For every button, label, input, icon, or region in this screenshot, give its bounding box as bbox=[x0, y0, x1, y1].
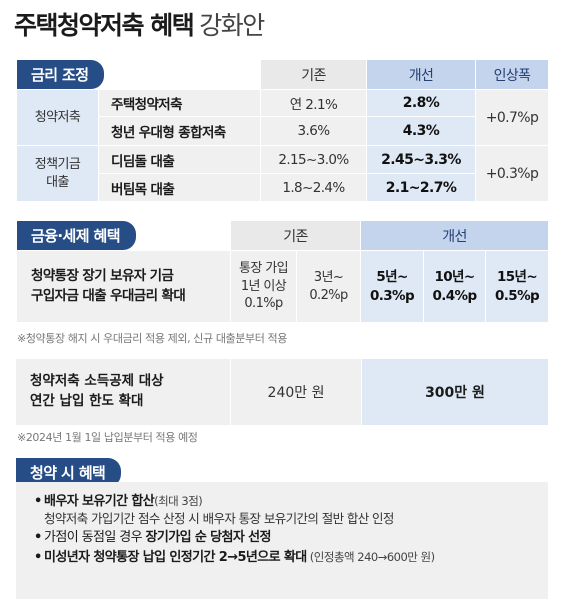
header-new: 개선 bbox=[359, 220, 550, 251]
tier-line: 15년~ bbox=[496, 268, 538, 285]
section1-badge-cell: 금리 조정 bbox=[16, 59, 261, 90]
list-item: • 가점이 동점일 경우 장기가입 순 당첨자 선정 bbox=[34, 530, 536, 547]
category-cell: 청약저축 bbox=[16, 89, 99, 146]
table-row: 버팀목 대출 1.8~2.4% 2.1~2.7% bbox=[17, 173, 549, 202]
interest-rate-table: 금리 조정 기존 개선 인상폭 청약저축 주택청약저축 연 2.1% 2.8% … bbox=[16, 59, 549, 202]
table-row: 청년 우대형 종합저축 3.6% 4.3% bbox=[17, 116, 549, 146]
tier-value: 0.2%p bbox=[309, 287, 348, 303]
deduction-new: 300만 원 bbox=[362, 359, 548, 425]
title-main: 주택청약저축 혜택 bbox=[14, 11, 195, 40]
bullet-bold: 미성년자 청약통장 납입 인정기간 2→5년으로 확대 bbox=[44, 550, 307, 566]
row-name: 디딤돌 대출 bbox=[98, 145, 261, 174]
old-value: 2.15~3.0% bbox=[260, 145, 367, 174]
new-value: 2.8% bbox=[366, 89, 476, 117]
loan-preference-table: 금융·세제 혜택 기존 개선 청약통장 장기 보유자 기금 구입자금 대출 우대… bbox=[16, 220, 550, 323]
benefit-name: 청약통장 장기 보유자 기금 구입자금 대출 우대금리 확대 bbox=[16, 250, 231, 323]
section2-badge: 금융·세제 혜택 bbox=[17, 221, 136, 250]
category-cell: 정책기금 대출 bbox=[16, 145, 99, 202]
tier-line: 3년~ bbox=[313, 269, 344, 285]
row-name: 버팀목 대출 bbox=[98, 173, 261, 202]
footnote: ※2024년 1월 1일 납입분부터 적용 예정 bbox=[17, 431, 198, 444]
old-tier: 3년~ 0.2%p bbox=[296, 250, 361, 323]
bullet-detail: 청약저축 가입기간 점수 산정 시 배우자 통장 보유기간의 절반 합산 인정 bbox=[44, 510, 394, 526]
header-old: 기존 bbox=[230, 220, 361, 251]
new-value: 4.3% bbox=[366, 116, 476, 146]
row-name: 주택청약저축 bbox=[98, 89, 261, 117]
table-row: 청약저축 주택청약저축 연 2.1% 2.8% +0.7%p bbox=[16, 89, 549, 146]
new-tier: 15년~ 0.5%p bbox=[484, 250, 550, 323]
increase-value: +0.7%p bbox=[475, 89, 549, 146]
bullet-note: (인정총액 240→600만 원) bbox=[306, 550, 435, 565]
tier-value: 0.1%p bbox=[244, 296, 283, 312]
category-line: 정책기금 bbox=[34, 156, 81, 172]
tier-line: 5년~ bbox=[376, 268, 408, 285]
new-tier: 10년~ 0.4%p bbox=[423, 250, 486, 323]
tier-value: 0.4%p bbox=[432, 287, 477, 304]
category-line: 대출 bbox=[46, 174, 69, 190]
deduction-line: 연간 납입 한도 확대 bbox=[30, 393, 144, 409]
page-title: 주택청약저축 혜택 강화안 bbox=[14, 6, 265, 46]
deduction-line: 청약저축 소득공제 대상 bbox=[30, 373, 164, 390]
section2-badge-cell: 금융·세제 혜택 bbox=[16, 220, 231, 251]
benefits-panel: • 배우자 보유기간 합산(최대 3점) 청약저축 가입기간 점수 산정 시 배… bbox=[16, 482, 548, 599]
bullet-bold: 배우자 보유기간 합산 bbox=[44, 494, 155, 509]
header-new: 개선 bbox=[366, 59, 476, 90]
deduction-name: 청약저축 소득공제 대상 연간 납입 한도 확대 bbox=[16, 359, 230, 425]
tier-value: 0.5%p bbox=[494, 287, 540, 304]
tier-line: 통장 가입 bbox=[239, 261, 289, 277]
bullet-bold: 장기가입 순 당첨자 선정 bbox=[145, 530, 271, 546]
tier-line: 1년 이상 bbox=[240, 278, 287, 294]
header-old: 기존 bbox=[260, 59, 367, 90]
old-value: 1.8~2.4% bbox=[260, 173, 367, 202]
header-increase: 인상폭 bbox=[475, 59, 549, 90]
new-value: 2.1~2.7% bbox=[366, 173, 476, 202]
benefit-line: 구입자금 대출 우대금리 확대 bbox=[31, 287, 186, 304]
bullet-dot: • bbox=[34, 494, 42, 509]
row-name: 청년 우대형 종합저축 bbox=[98, 116, 261, 146]
footnote: ※청약통장 해지 시 우대금리 적용 제외, 신규 대출분부터 적용 bbox=[17, 332, 287, 345]
old-tier: 통장 가입 1년 이상 0.1%p bbox=[230, 250, 297, 323]
increase-value: +0.3%p bbox=[475, 145, 549, 202]
tier-value: 0.3%p bbox=[369, 287, 415, 304]
old-value: 3.6% bbox=[260, 116, 367, 146]
deduction-old: 240만 원 bbox=[231, 359, 361, 425]
list-item: • 배우자 보유기간 합산(최대 3점) 청약저축 가입기간 점수 산정 시 배… bbox=[34, 494, 536, 527]
table-row: 청약통장 장기 보유자 기금 구입자금 대출 우대금리 확대 통장 가입 1년 … bbox=[16, 250, 550, 323]
title-sub: 강화안 bbox=[199, 11, 265, 40]
bullet-text: 가점이 동점일 경우 bbox=[44, 530, 146, 546]
table-row: 정책기금 대출 디딤돌 대출 2.15~3.0% 2.45~3.3% +0.3%… bbox=[16, 145, 549, 202]
section1-badge: 금리 조정 bbox=[17, 60, 105, 89]
list-item: • 미성년자 청약통장 납입 인정기간 2→5년으로 확대 (인정총액 240→… bbox=[34, 550, 536, 567]
bullet-dot: • bbox=[34, 530, 42, 546]
old-value: 연 2.1% bbox=[260, 89, 367, 117]
new-tier: 5년~ 0.3%p bbox=[360, 250, 424, 323]
tier-line: 10년~ bbox=[434, 268, 475, 285]
bullet-dot: • bbox=[34, 550, 42, 566]
income-deduction-row: 청약저축 소득공제 대상 연간 납입 한도 확대 240만 원 300만 원 bbox=[16, 359, 548, 425]
new-value: 2.45~3.3% bbox=[366, 145, 476, 174]
benefit-line: 청약통장 장기 보유자 기금 bbox=[31, 267, 174, 284]
bullet-note: (최대 3점) bbox=[154, 494, 203, 508]
